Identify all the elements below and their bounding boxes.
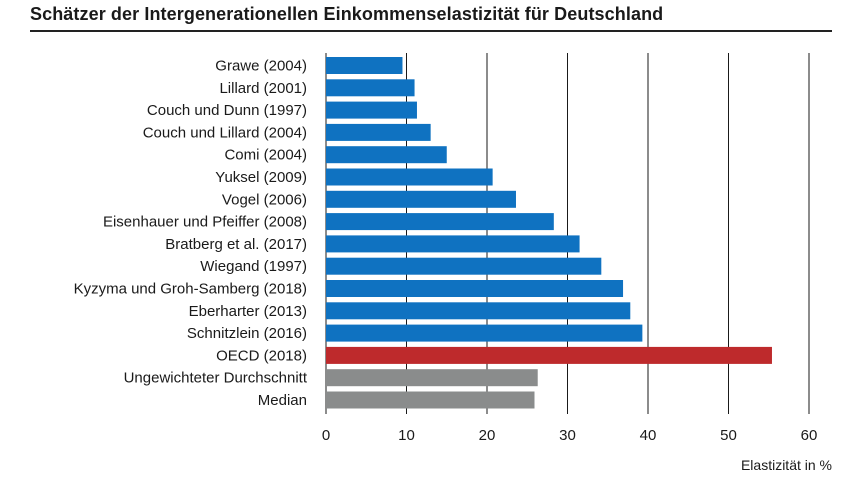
x-tick-label-30: 30 xyxy=(559,427,576,444)
bar-grawe-2004 xyxy=(326,57,403,74)
title-divider xyxy=(30,30,832,32)
category-label: Lillard (2001) xyxy=(219,80,307,97)
category-label: Kyzyma und Groh-Samberg (2018) xyxy=(74,281,307,298)
category-label: Comi (2004) xyxy=(224,147,307,164)
bar-schnitzlein-2016 xyxy=(326,324,643,342)
bar-eisenhauer-und-pfeiffer-2008 xyxy=(326,213,554,231)
bar-vogel-2006 xyxy=(326,190,516,208)
bar-oecd-2018 xyxy=(326,346,772,364)
category-label: Bratberg et al. (2017) xyxy=(165,236,307,253)
category-label: Couch und Lillard (2004) xyxy=(143,124,307,141)
bar-bratberg-et-al-2017 xyxy=(326,235,580,253)
bar-wiegand-1997 xyxy=(326,257,602,275)
x-tick-label-60: 60 xyxy=(801,427,818,444)
category-label: Yuksel (2009) xyxy=(215,169,307,186)
bar-ungewichteter-durchschnitt xyxy=(326,369,538,387)
category-labels: Grawe (2004) Lillard (2001) Couch und Dunn… xyxy=(74,58,308,410)
category-label: Wiegand (1997) xyxy=(200,258,307,275)
bars xyxy=(326,57,772,409)
bar-eberharter-2013 xyxy=(326,302,631,320)
x-axis-title: Elastizität in % xyxy=(741,457,832,473)
x-tick-label-0: 0 xyxy=(322,427,330,444)
chart-title: Schätzer der Intergenerationellen Einkom… xyxy=(30,4,664,24)
category-label: Couch und Dunn (1997) xyxy=(147,102,307,119)
bar-lillard-2001 xyxy=(326,79,415,97)
category-label: Vogel (2006) xyxy=(222,191,307,208)
category-label: Grawe (2004) xyxy=(215,58,307,75)
x-tick-label-40: 40 xyxy=(640,427,657,444)
category-label: Eberharter (2013) xyxy=(189,303,307,320)
bar-couch-und-lillard-2004 xyxy=(326,123,431,141)
category-label: Ungewichteter Durchschnitt xyxy=(124,370,308,387)
bar-comi-2004 xyxy=(326,146,447,164)
category-label: Schnitzlein (2016) xyxy=(187,325,307,342)
category-label: Eisenhauer und Pfeiffer (2008) xyxy=(103,214,307,231)
x-tick-label-10: 10 xyxy=(398,427,415,444)
category-label: Median xyxy=(258,392,307,409)
x-tick-label-50: 50 xyxy=(720,427,737,444)
x-tick-labels: 0 10 20 30 40 50 60 xyxy=(322,427,818,444)
bar-kyzyma-und-groh-samberg-2018 xyxy=(326,280,624,297)
x-tick-label-20: 20 xyxy=(479,427,496,444)
category-label: OECD (2018) xyxy=(216,347,307,364)
bar-couch-und-dunn-1997 xyxy=(326,101,417,119)
bar-median xyxy=(326,391,535,409)
bar-yuksel-2009 xyxy=(326,168,493,186)
